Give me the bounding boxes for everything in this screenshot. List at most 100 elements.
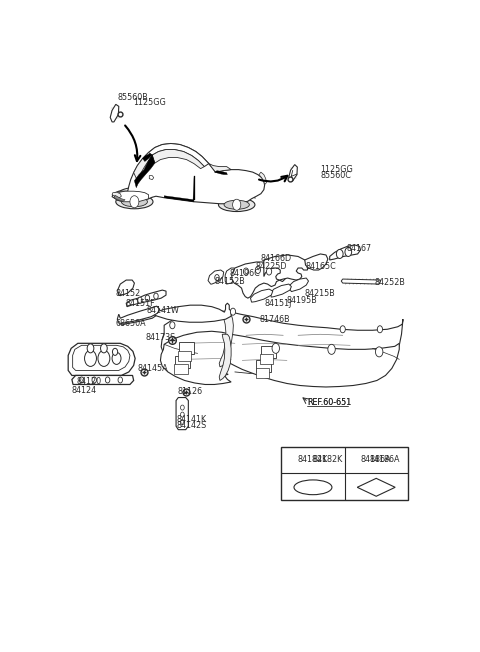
Bar — [256, 368, 269, 378]
Circle shape — [118, 377, 122, 383]
Circle shape — [375, 347, 383, 357]
Polygon shape — [264, 255, 309, 280]
Polygon shape — [270, 284, 291, 297]
Polygon shape — [161, 311, 403, 376]
Polygon shape — [251, 289, 273, 302]
Polygon shape — [341, 279, 381, 284]
Text: 85560B: 85560B — [118, 93, 148, 102]
Polygon shape — [134, 155, 155, 188]
Circle shape — [145, 295, 150, 301]
Bar — [256, 360, 271, 372]
Polygon shape — [232, 262, 286, 298]
Circle shape — [180, 420, 184, 424]
Circle shape — [98, 350, 110, 366]
Polygon shape — [305, 254, 328, 270]
Circle shape — [130, 196, 139, 208]
Ellipse shape — [121, 197, 147, 207]
Bar — [261, 346, 276, 358]
Text: 84145A: 84145A — [137, 364, 168, 374]
Text: 84141K: 84141K — [176, 415, 206, 424]
Text: 84120: 84120 — [77, 377, 102, 386]
Text: 84167: 84167 — [347, 244, 372, 254]
Polygon shape — [120, 312, 156, 325]
Text: 84152: 84152 — [115, 289, 140, 297]
Bar — [281, 447, 408, 500]
Circle shape — [106, 377, 110, 383]
Polygon shape — [72, 346, 130, 370]
Text: 68650A: 68650A — [115, 319, 146, 328]
Polygon shape — [110, 104, 119, 122]
Circle shape — [255, 267, 261, 274]
Text: 84186A: 84186A — [370, 455, 400, 464]
Text: 84124: 84124 — [71, 386, 96, 395]
Circle shape — [328, 344, 335, 354]
Text: 84151F: 84151F — [125, 299, 155, 308]
Polygon shape — [160, 331, 399, 387]
Polygon shape — [176, 398, 188, 430]
Text: 84166D: 84166D — [261, 254, 292, 263]
Polygon shape — [72, 376, 133, 385]
Text: 84225D: 84225D — [255, 261, 287, 271]
Text: 84165C: 84165C — [305, 261, 336, 271]
Circle shape — [84, 350, 96, 366]
Polygon shape — [152, 303, 231, 322]
Text: 84195B: 84195B — [287, 296, 318, 305]
Text: 84182K: 84182K — [313, 455, 343, 464]
Circle shape — [170, 321, 175, 329]
Polygon shape — [133, 153, 152, 181]
Ellipse shape — [224, 200, 249, 209]
Text: 84186A: 84186A — [361, 455, 392, 464]
Circle shape — [272, 344, 279, 353]
Text: 84215B: 84215B — [305, 289, 336, 297]
Text: 84152B: 84152B — [215, 276, 245, 286]
Circle shape — [154, 293, 158, 299]
Polygon shape — [193, 176, 195, 200]
Polygon shape — [118, 280, 134, 295]
Polygon shape — [148, 143, 209, 167]
Polygon shape — [112, 192, 121, 198]
Bar — [178, 351, 192, 361]
Circle shape — [345, 247, 352, 256]
Polygon shape — [152, 149, 204, 169]
Polygon shape — [209, 164, 231, 172]
Polygon shape — [114, 195, 125, 201]
Circle shape — [87, 344, 94, 353]
Polygon shape — [164, 196, 194, 201]
Polygon shape — [330, 245, 360, 260]
Text: 81746B: 81746B — [259, 315, 289, 324]
Text: 84151J: 84151J — [264, 299, 292, 308]
Circle shape — [336, 250, 343, 258]
Text: 1125GG: 1125GG — [133, 98, 166, 107]
Circle shape — [92, 377, 96, 383]
Polygon shape — [68, 344, 135, 376]
Text: REF.60-651: REF.60-651 — [307, 398, 352, 407]
Circle shape — [112, 348, 118, 355]
Polygon shape — [112, 143, 264, 203]
Polygon shape — [208, 270, 224, 284]
Text: 1125GG: 1125GG — [321, 164, 353, 173]
Circle shape — [377, 326, 383, 333]
Ellipse shape — [116, 195, 153, 209]
Polygon shape — [290, 278, 309, 291]
Circle shape — [138, 297, 142, 303]
Polygon shape — [219, 312, 233, 367]
Polygon shape — [149, 175, 154, 180]
Bar — [174, 364, 188, 374]
Circle shape — [340, 326, 345, 333]
Bar — [260, 355, 273, 364]
Circle shape — [79, 377, 84, 383]
Text: 84252B: 84252B — [374, 278, 405, 287]
Text: 84142S: 84142S — [176, 421, 206, 430]
Circle shape — [215, 274, 219, 280]
Circle shape — [100, 344, 107, 353]
Polygon shape — [215, 171, 228, 175]
Bar — [175, 356, 190, 368]
Polygon shape — [143, 154, 152, 162]
Polygon shape — [126, 290, 166, 306]
Bar — [179, 342, 194, 354]
Text: 81126: 81126 — [177, 387, 202, 396]
Circle shape — [243, 268, 249, 275]
Ellipse shape — [218, 198, 255, 211]
Circle shape — [112, 352, 121, 364]
Text: REF.60-651: REF.60-651 — [307, 398, 352, 407]
